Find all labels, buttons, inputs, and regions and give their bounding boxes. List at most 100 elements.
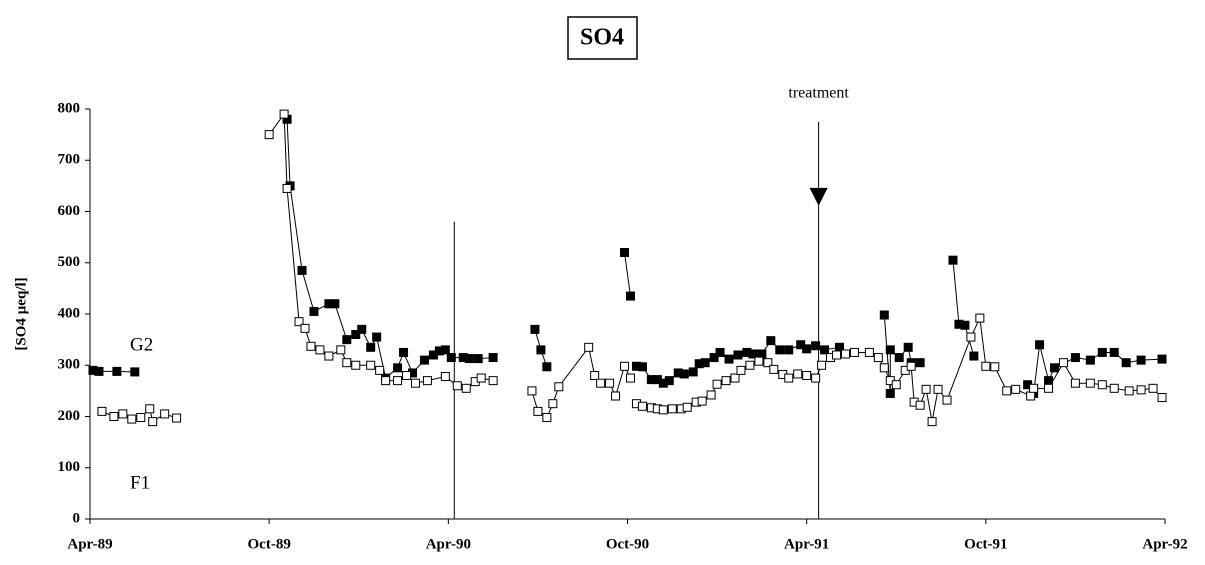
data-point — [775, 345, 785, 355]
x-tick-label: Oct-91 — [964, 536, 1007, 552]
data-point — [351, 330, 361, 339]
data-point — [769, 364, 779, 374]
data-point — [533, 406, 543, 416]
data-point — [766, 336, 776, 346]
y-tick-label: 700 — [58, 152, 81, 168]
data-point — [975, 313, 985, 323]
y-tick-label: 800 — [58, 100, 81, 116]
data-point — [590, 371, 600, 380]
data-point — [784, 373, 794, 383]
data-point — [1148, 383, 1158, 393]
x-tick-label: Oct-90 — [606, 536, 649, 552]
data-point — [393, 376, 403, 386]
data-point — [903, 342, 913, 352]
data-point — [297, 265, 307, 275]
data-point — [879, 363, 889, 373]
data-point — [112, 366, 122, 376]
arrow-head — [809, 187, 828, 206]
data-point — [440, 345, 450, 355]
data-point — [793, 369, 803, 379]
data-point — [885, 345, 895, 355]
series-line — [624, 252, 631, 297]
data-point — [784, 345, 794, 355]
data-point — [172, 413, 182, 423]
data-point — [130, 367, 140, 377]
y-tick-label: 0 — [73, 510, 81, 526]
data-point — [282, 183, 292, 193]
data-point — [802, 371, 812, 380]
data-point — [1136, 385, 1146, 395]
data-point — [530, 324, 540, 334]
data-point — [1085, 355, 1095, 365]
data-point — [748, 349, 758, 359]
data-point — [706, 390, 716, 400]
data-point — [1029, 383, 1039, 393]
data-point — [966, 332, 976, 342]
data-point — [324, 351, 334, 361]
data-point — [1070, 353, 1080, 363]
data-point — [721, 376, 731, 386]
series-line — [531, 346, 631, 419]
data-point — [981, 361, 991, 371]
data-point — [145, 404, 155, 414]
data-point — [294, 317, 304, 327]
data-point — [733, 350, 743, 360]
data-point — [1121, 358, 1131, 368]
data-point — [625, 291, 635, 301]
series-line — [952, 260, 975, 357]
data-point — [921, 384, 931, 394]
data-point — [488, 376, 498, 386]
data-point — [679, 369, 689, 379]
data-point — [817, 360, 827, 370]
y-axis-label: [SO4 µeq/l] — [13, 277, 29, 350]
data-point — [667, 404, 677, 414]
series-label: F1 — [130, 472, 150, 493]
data-point — [915, 358, 925, 368]
data-point — [410, 378, 420, 388]
data-point — [990, 362, 1000, 372]
data-point — [300, 323, 310, 333]
data-point — [763, 358, 773, 368]
data-point — [542, 362, 552, 372]
data-point — [97, 406, 107, 416]
data-point — [336, 345, 346, 355]
data-point — [1044, 383, 1054, 393]
data-point — [927, 417, 937, 427]
data-point — [906, 361, 916, 371]
data-point — [548, 399, 558, 409]
data-point — [894, 353, 904, 363]
data-point — [1124, 386, 1134, 396]
x-tick-label: Apr-89 — [67, 536, 112, 552]
data-point — [736, 365, 746, 375]
data-point — [440, 372, 450, 382]
data-point — [724, 354, 734, 364]
data-point — [1058, 358, 1068, 368]
x-tick-label: Apr-92 — [1142, 536, 1187, 552]
data-point — [342, 335, 352, 345]
data-point — [637, 362, 647, 372]
series-line — [286, 119, 494, 379]
data-point — [1050, 363, 1060, 373]
data-point — [811, 373, 821, 383]
data-point — [664, 376, 674, 386]
annotation: treatment — [788, 84, 849, 101]
data-point — [745, 360, 755, 370]
data-point — [596, 378, 606, 388]
data-point — [1011, 384, 1021, 394]
data-point — [1109, 383, 1119, 393]
y-tick-label: 300 — [58, 357, 81, 373]
data-point — [715, 347, 725, 357]
data-point — [1097, 347, 1107, 357]
data-point — [402, 371, 412, 380]
x-tick-label: Oct-89 — [248, 536, 291, 552]
y-tick-label: 200 — [58, 408, 81, 424]
data-point — [279, 109, 289, 119]
data-point — [1002, 386, 1012, 396]
data-point — [1026, 391, 1036, 401]
data-point — [697, 396, 707, 406]
data-point — [118, 409, 128, 419]
data-point — [933, 384, 943, 394]
data-point — [148, 417, 158, 427]
data-point — [712, 379, 722, 389]
data-point — [136, 413, 146, 423]
